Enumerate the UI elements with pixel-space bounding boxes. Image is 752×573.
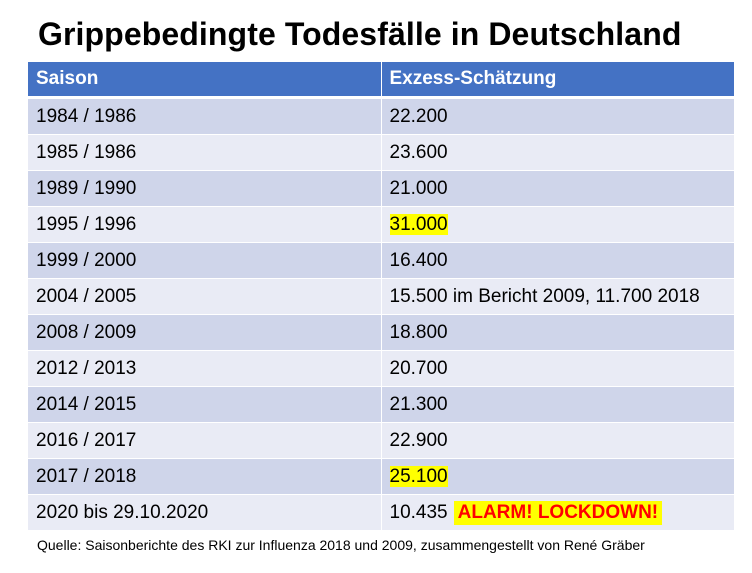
estimate-cell: 15.500 im Bericht 2009, 11.700 2018 (381, 278, 735, 315)
estimate-value: 10.435 (389, 501, 448, 523)
table-row: 1985 / 1986 23.600 (28, 134, 735, 171)
season-cell: 2004 / 2005 (28, 278, 382, 315)
table-row: 2017 / 2018 25.100 (28, 458, 735, 495)
season-cell: 2014 / 2015 (28, 386, 382, 423)
season-cell: 1985 / 1986 (28, 134, 382, 171)
estimate-cell: 20.700 (381, 350, 735, 387)
estimate-cell: 21.000 (381, 170, 735, 207)
table-row: 2008 / 2009 18.800 (28, 314, 735, 351)
highlighted-estimate: 31.000 (389, 213, 448, 235)
season-cell: 1999 / 2000 (28, 242, 382, 279)
table-header-row: Saison Exzess-Schätzung (28, 62, 735, 99)
season-cell: 2020 bis 29.10.2020 (28, 494, 382, 531)
season-cell: 2008 / 2009 (28, 314, 382, 351)
estimate-cell: 10.435 ALARM! LOCKDOWN! (381, 494, 735, 531)
estimate-cell: 31.000 (381, 206, 735, 243)
season-cell: 2012 / 2013 (28, 350, 382, 387)
season-cell: 2017 / 2018 (28, 458, 382, 495)
season-cell: 1989 / 1990 (28, 170, 382, 207)
highlighted-estimate: 25.100 (389, 465, 448, 487)
table-row: 2016 / 2017 22.900 (28, 422, 735, 459)
table-row: 2012 / 2013 20.700 (28, 350, 735, 387)
table-row: 1984 / 1986 22.200 (28, 97, 735, 135)
table-row: 1989 / 1990 21.000 (28, 170, 735, 207)
season-cell: 2016 / 2017 (28, 422, 382, 459)
page-title: Grippebedingte Todesfälle in Deutschland (38, 16, 682, 52)
estimate-cell: 25.100 (381, 458, 735, 495)
estimate-cell: 18.800 (381, 314, 735, 351)
column-header-season: Saison (28, 62, 382, 99)
table-row: 2004 / 2005 15.500 im Bericht 2009, 11.7… (28, 278, 735, 315)
estimate-cell: 21.300 (381, 386, 735, 423)
estimate-cell: 22.900 (381, 422, 735, 459)
influenza-deaths-table: Saison Exzess-Schätzung 1984 / 1986 22.2… (28, 62, 735, 531)
source-note: Quelle: Saisonberichte des RKI zur Influ… (37, 537, 645, 553)
season-cell: 1984 / 1986 (28, 97, 382, 135)
estimate-cell: 23.600 (381, 134, 735, 171)
column-header-estimate: Exzess-Schätzung (381, 62, 735, 99)
season-cell: 1995 / 1996 (28, 206, 382, 243)
table-row: 1995 / 1996 31.000 (28, 206, 735, 243)
estimate-cell: 16.400 (381, 242, 735, 279)
table-row: 1999 / 2000 16.400 (28, 242, 735, 279)
table-row: 2020 bis 29.10.2020 10.435 ALARM! LOCKDOW… (28, 494, 735, 531)
table-row: 2014 / 2015 21.300 (28, 386, 735, 423)
alarm-badge: ALARM! LOCKDOWN! (453, 500, 663, 525)
estimate-cell: 22.200 (381, 97, 735, 135)
